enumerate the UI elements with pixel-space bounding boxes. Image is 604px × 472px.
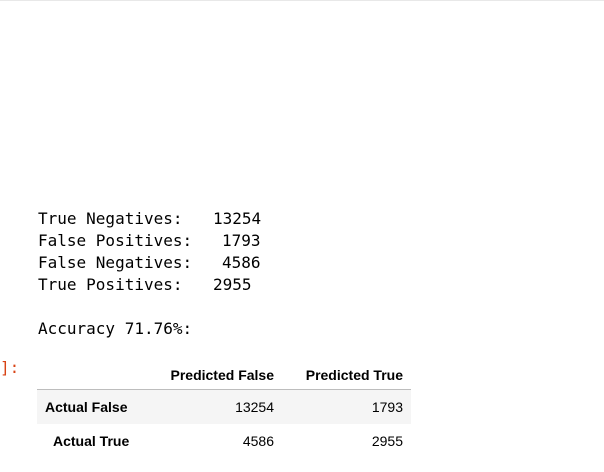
table-cell: 2955 [371, 433, 403, 449]
row-index-label: Actual False [45, 399, 128, 415]
accuracy-line: Accuracy 71.76%: [38, 319, 193, 338]
table-cell: 1793 [371, 399, 403, 415]
count-value: 2955 [213, 275, 252, 294]
dataframe-corner-cell [37, 362, 149, 390]
count-label: True Negatives: [38, 209, 183, 228]
table-cell: 13254 [235, 399, 274, 415]
count-value: 1793 [222, 231, 261, 250]
table-cell: 4586 [242, 433, 274, 449]
dataframe-header-row: Predicted False Predicted True [37, 362, 411, 390]
confusion-matrix-dataframe: Predicted False Predicted True Actual Fa… [37, 362, 411, 458]
count-label: False Positives: [38, 231, 193, 250]
count-label: True Positives: [38, 275, 183, 294]
cell-output-prompt: ]: [0, 358, 20, 377]
table-row: Actual True 4586 2955 [37, 424, 411, 458]
count-label: False Negatives: [38, 253, 193, 272]
column-header: Predicted False [149, 362, 276, 390]
table-row: Actual False 13254 1793 [37, 389, 411, 424]
count-value: 4586 [222, 253, 261, 272]
output-text-area: precision recall f1-score support 0 0.74… [0, 0, 261, 472]
count-value: 13254 [213, 209, 262, 228]
column-header: Predicted True [276, 362, 411, 390]
row-index-label: Actual True [53, 433, 130, 449]
cell-top-border [0, 0, 604, 1]
